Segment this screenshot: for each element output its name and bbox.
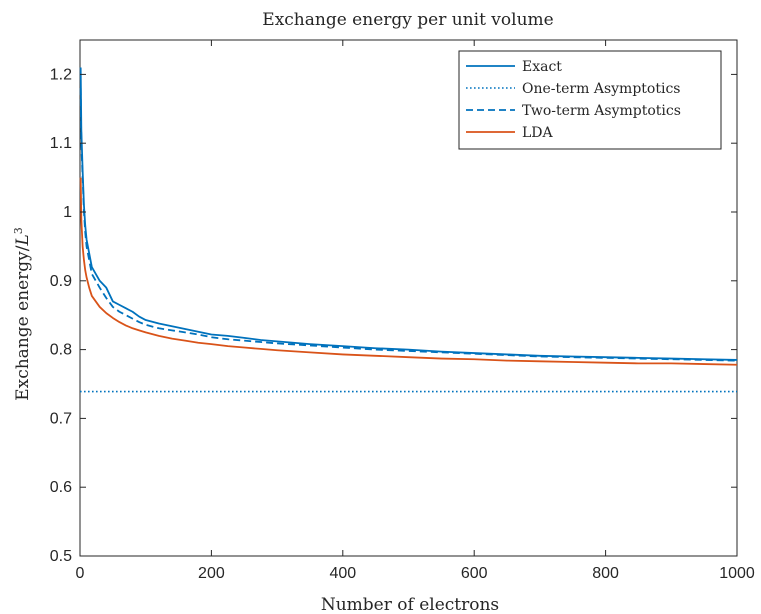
x-tick-label: 600 [461, 565, 488, 582]
y-tick-label: 0.9 [50, 273, 72, 290]
legend: Exact One-term Asymptotics Two-term Asympt… [458, 50, 722, 150]
y-tick-label: 0.7 [50, 410, 72, 427]
legend-label: One-term Asymptotics [522, 81, 680, 97]
x-axis-label: Number of electrons [321, 595, 499, 614]
chart-title: Exchange energy per unit volume [262, 10, 553, 30]
y-axis-label: Exchange energy/L3 [12, 227, 34, 401]
y-tick-label: 1.1 [50, 135, 72, 152]
y-tick-label: 0.8 [50, 342, 72, 359]
legend-label: Two-term Asymptotics [522, 103, 681, 119]
x-axis-ticks: 0 200 400 600 800 1000 [76, 40, 755, 582]
y-axis-ticks: 0.5 0.6 0.7 0.8 0.9 1 1.1 1.2 [50, 66, 737, 565]
y-axis-label-prefix: Exchange energy/ [13, 245, 33, 401]
series-line-lda [79, 177, 738, 366]
x-tick-label: 800 [592, 565, 619, 582]
y-tick-label: 0.5 [50, 548, 72, 565]
y-axis-label-exponent: 3 [12, 227, 25, 234]
x-tick-label: 200 [198, 565, 225, 582]
x-tick-label: 0 [76, 565, 85, 582]
legend-label: LDA [522, 125, 554, 141]
legend-label: Exact [522, 59, 562, 75]
y-tick-label: 1 [63, 204, 72, 221]
legend-items: Exact One-term Asymptotics Two-term Asympt… [466, 59, 681, 141]
series-layer [79, 67, 738, 393]
plot-area: 0 200 400 600 800 1000 0.5 0.6 0.7 0.8 0.9 1 1.1 1.2 [50, 39, 755, 582]
y-axis-label-var: L [13, 234, 33, 246]
y-tick-label: 1.2 [50, 66, 72, 83]
x-tick-label: 400 [329, 565, 356, 582]
plot-frame [79, 39, 738, 557]
y-tick-label: 0.6 [50, 479, 72, 496]
series-line-two-term-asymptotics [79, 88, 738, 362]
x-tick-label: 1000 [719, 565, 755, 582]
